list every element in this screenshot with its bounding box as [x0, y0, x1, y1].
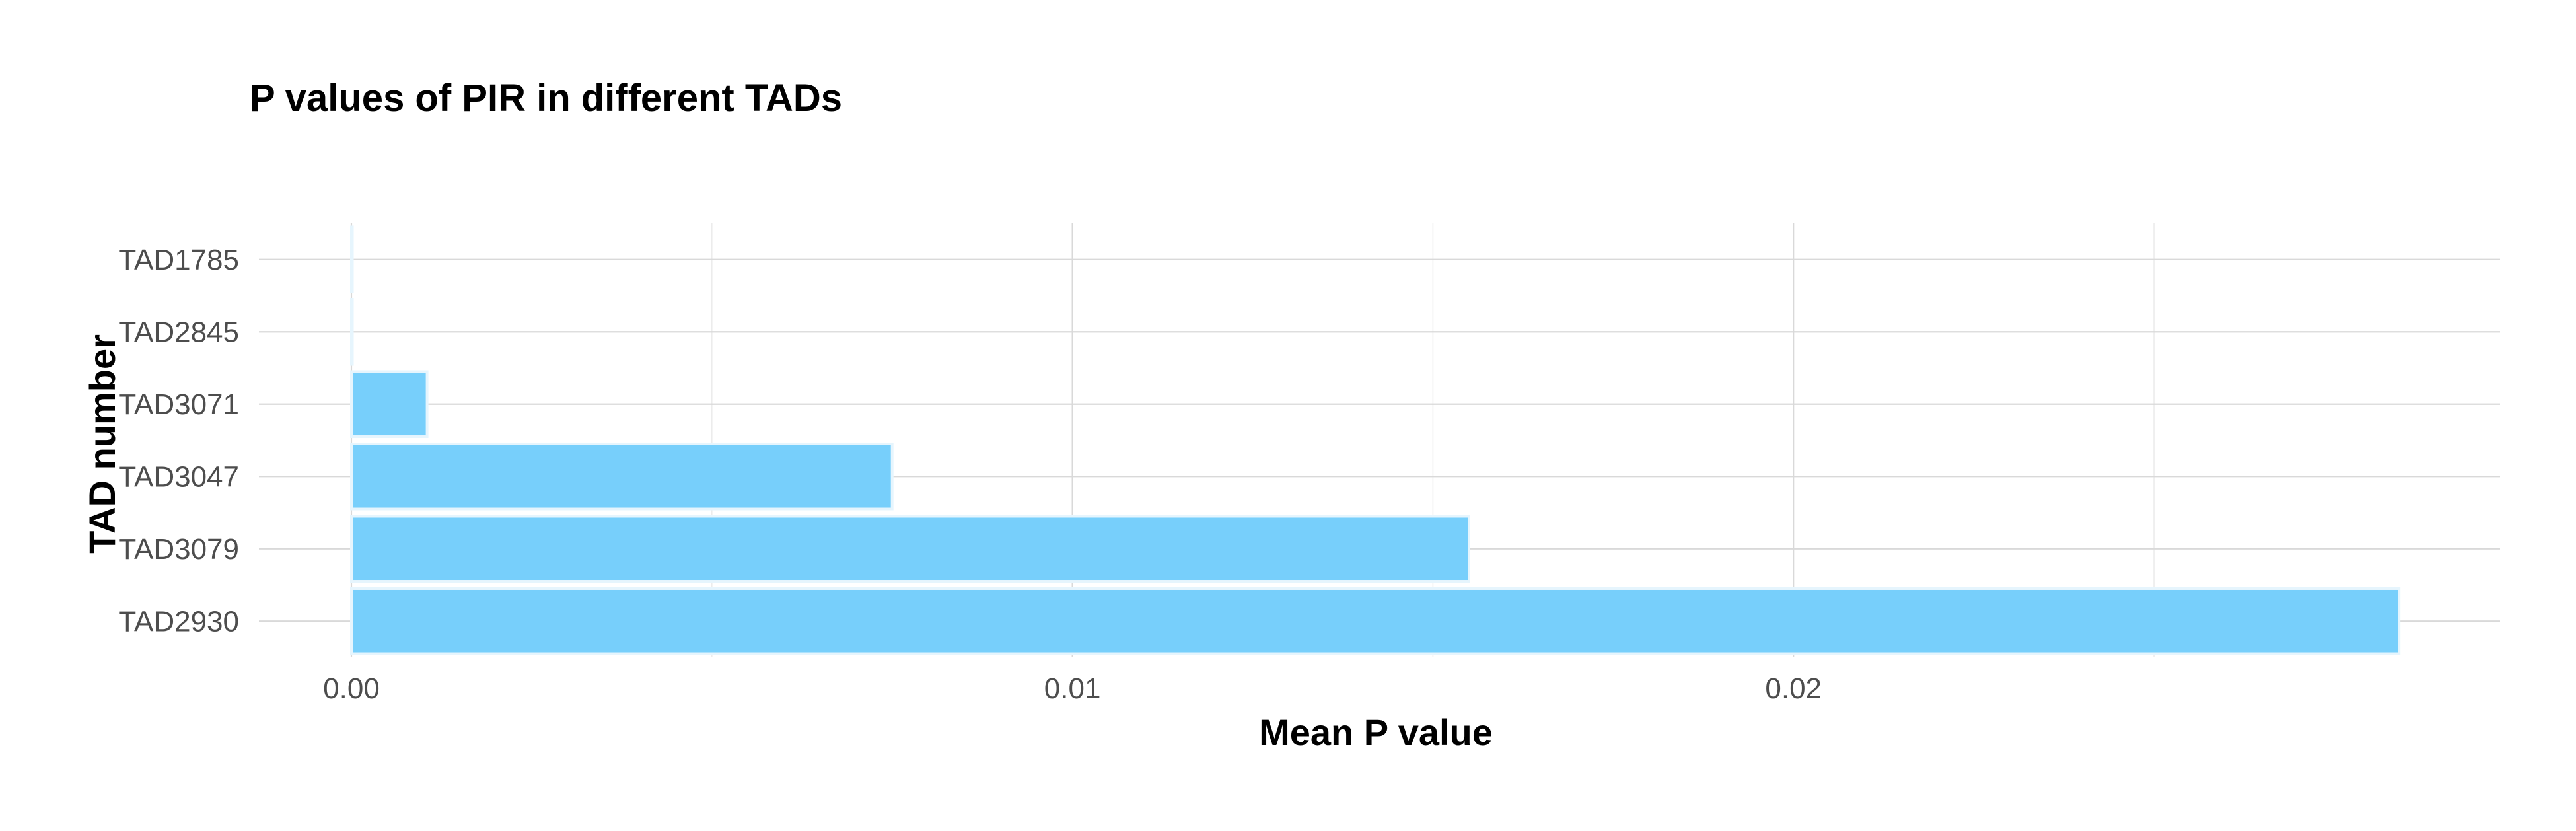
- bar-tad2845: [350, 297, 354, 366]
- y-tick-label: TAD2845: [118, 316, 239, 348]
- x-tick-label: 0.02: [1765, 672, 1822, 705]
- x-tick-label: 0.00: [323, 672, 380, 705]
- y-tick-labels: TAD1785 TAD2845 TAD3071 TAD3047 TAD3079 TAD29…: [118, 244, 239, 638]
- y-tick-label: TAD1785: [118, 244, 239, 276]
- bar-tad3047: [350, 442, 894, 511]
- y-axis-title: TAD number: [81, 334, 123, 554]
- y-tick-label: TAD3071: [118, 388, 239, 421]
- x-tick-label: 0.01: [1044, 672, 1101, 705]
- y-tick-label: TAD3079: [118, 533, 239, 565]
- x-axis-title: Mean P value: [1259, 711, 1493, 753]
- bar-tad3079: [350, 515, 1470, 583]
- chart-title: P values of PIR in different TADs: [250, 77, 842, 120]
- y-tick-label: TAD3047: [118, 460, 239, 493]
- bar-tad1785: [350, 225, 354, 294]
- x-tick-labels: 0.00 0.01 0.02: [323, 672, 1822, 705]
- y-tick-label: TAD2930: [118, 605, 239, 637]
- bars: [350, 225, 2401, 655]
- bar-tad3071: [350, 370, 429, 439]
- bar-tad2930: [350, 587, 2401, 655]
